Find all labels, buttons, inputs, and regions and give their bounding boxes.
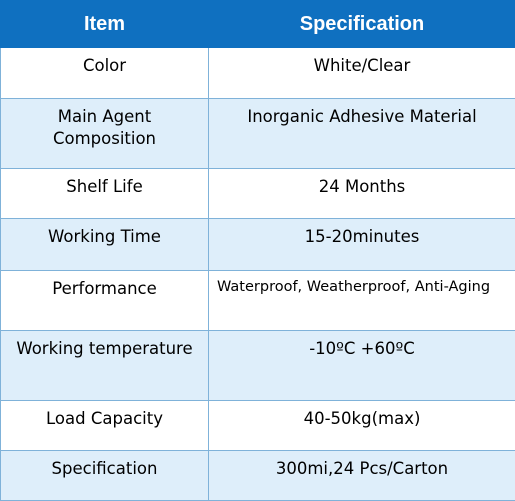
row-value-shelf-life: 24 Months [209, 169, 515, 219]
table-row: Color White/Clear [1, 48, 515, 99]
row-item-load-capacity: Load Capacity [1, 401, 209, 451]
header-specification: Specification [209, 1, 515, 48]
row-value-working-time: 15-20minutes [209, 219, 515, 271]
header-row: Item Specification [1, 1, 515, 48]
table-row: Working Time 15-20minutes [1, 219, 515, 271]
row-item-main-agent-line1: Main Agent [58, 107, 151, 126]
table-row: Load Capacity 40-50kg(max) [1, 401, 515, 451]
table-row: Performance Waterproof, Weatherproof, An… [1, 271, 515, 331]
header-item: Item [1, 1, 209, 48]
row-item-main-agent: Main Agent Composition [1, 99, 209, 169]
row-value-specification: 300mi,24 Pcs/Carton [209, 451, 515, 501]
table-row: Specification 300mi,24 Pcs/Carton [1, 451, 515, 501]
table-row: Working temperature -10ºC +60ºC [1, 331, 515, 401]
table-row: Shelf Life 24 Months [1, 169, 515, 219]
row-value-load-capacity: 40-50kg(max) [209, 401, 515, 451]
row-item-main-agent-line2: Composition [53, 129, 156, 148]
table-row: Main Agent Composition Inorganic Adhesive… [1, 99, 515, 169]
row-item-performance: Performance [1, 271, 209, 331]
row-value-performance: Waterproof, Weatherproof, Anti-Aging [209, 271, 515, 331]
row-value-working-temperature: -10ºC +60ºC [209, 331, 515, 401]
row-item-color: Color [1, 48, 209, 99]
row-item-working-temperature: Working temperature [1, 331, 209, 401]
row-item-working-time: Working Time [1, 219, 209, 271]
row-value-main-agent: Inorganic Adhesive Material [209, 99, 515, 169]
row-item-shelf-life: Shelf Life [1, 169, 209, 219]
row-value-color: White/Clear [209, 48, 515, 99]
row-item-specification: Specification [1, 451, 209, 501]
